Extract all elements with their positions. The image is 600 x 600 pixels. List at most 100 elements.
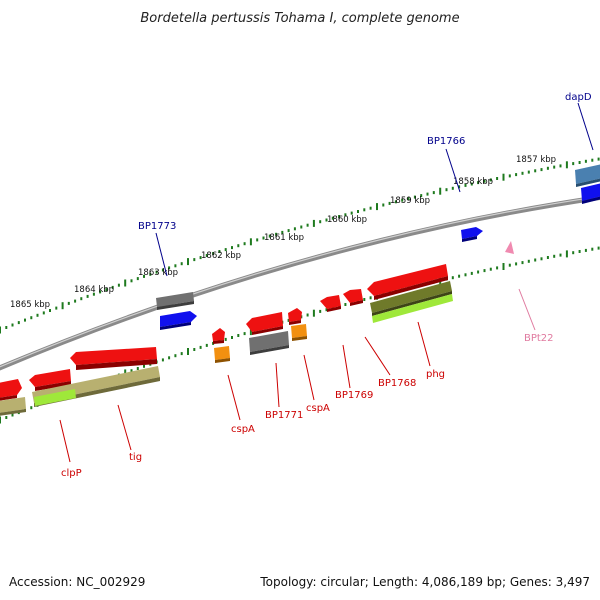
upper-scale-minor-tick bbox=[161, 268, 164, 272]
upper-scale-minor-tick bbox=[515, 173, 518, 177]
upper-scale-minor-tick bbox=[426, 192, 429, 196]
upper-scale-minor-tick bbox=[464, 183, 467, 187]
upper-scale-minor-tick bbox=[521, 171, 524, 175]
upper-scale-minor-tick bbox=[331, 216, 334, 220]
upper-scale-minor-tick bbox=[199, 256, 202, 260]
feature-clpP-left[interactable] bbox=[0, 379, 22, 401]
lower-scale-minor-tick bbox=[578, 250, 581, 253]
gene-label-BP1768: BP1768 bbox=[378, 378, 416, 389]
upper-scale-minor-tick bbox=[17, 321, 20, 325]
upper-scale-minor-tick bbox=[5, 326, 8, 329]
upper-scale-minor-tick bbox=[55, 306, 58, 310]
lower-scale-minor-tick bbox=[527, 259, 530, 263]
upper-scale-minor-tick bbox=[117, 283, 120, 287]
gene-label-tig: tig bbox=[129, 452, 142, 463]
lower-scale-minor-tick bbox=[5, 416, 8, 419]
lower-scale-minor-tick bbox=[130, 369, 133, 373]
upper-scale-minor-tick bbox=[325, 218, 328, 222]
upper-scale-minor-tick bbox=[451, 186, 454, 190]
lower-scale-major-tick bbox=[565, 250, 568, 258]
lower-scale-minor-tick bbox=[483, 269, 486, 273]
lower-scale-minor-tick bbox=[306, 313, 309, 317]
upper-scale-minor-tick bbox=[111, 285, 114, 289]
gene-label-BP1769: BP1769 bbox=[335, 390, 373, 401]
upper-scale-minor-tick bbox=[338, 215, 341, 218]
lower-scale-minor-tick bbox=[451, 276, 454, 280]
feature-clpP-lime[interactable] bbox=[34, 389, 76, 406]
feature-BPt22[interactable] bbox=[505, 241, 514, 254]
upper-scale-major-tick bbox=[439, 187, 442, 195]
upper-scale-minor-tick bbox=[243, 242, 246, 246]
lower-scale-minor-tick bbox=[174, 354, 177, 358]
gene-label-BP1771: BP1771 bbox=[265, 410, 303, 421]
feature-cspA-2-orange[interactable] bbox=[291, 324, 307, 341]
feature-dapD[interactable] bbox=[581, 183, 600, 204]
lower-scale-major-tick bbox=[502, 263, 505, 270]
upper-scale-minor-tick bbox=[86, 294, 89, 298]
scale-label-1865: 1865 kbp bbox=[10, 300, 50, 310]
upper-scale-minor-tick bbox=[489, 178, 492, 182]
lower-scale-minor-tick bbox=[224, 337, 227, 341]
lower-scale-minor-tick bbox=[287, 318, 290, 322]
feature-BP1766[interactable] bbox=[461, 227, 483, 242]
upper-scale-minor-tick bbox=[540, 168, 543, 172]
upper-scale-minor-tick bbox=[432, 191, 435, 195]
genome-backbone bbox=[0, 194, 600, 371]
upper-scale-minor-tick bbox=[174, 264, 177, 268]
feature-BP1771[interactable] bbox=[246, 312, 283, 335]
upper-scale-minor-tick bbox=[578, 161, 581, 164]
lower-scale-major-tick bbox=[0, 416, 1, 424]
upper-scale-minor-tick bbox=[306, 223, 309, 227]
feature-BP1773-gray[interactable] bbox=[156, 292, 194, 310]
feature-BP1768[interactable] bbox=[343, 289, 363, 306]
feature-BP1769[interactable] bbox=[320, 295, 341, 312]
feature-phg-lime[interactable] bbox=[372, 294, 453, 323]
upper-scale-minor-tick bbox=[149, 272, 152, 276]
upper-scale-minor-tick bbox=[388, 201, 391, 205]
upper-scale-minor-tick bbox=[136, 277, 139, 281]
gene-label-BP1766: BP1766 bbox=[427, 136, 465, 147]
upper-scale-minor-tick bbox=[224, 248, 227, 252]
upper-scale-minor-tick bbox=[420, 194, 423, 198]
feature-cspA-1-orange[interactable] bbox=[214, 346, 230, 363]
upper-scale-minor-tick bbox=[357, 210, 359, 213]
upper-scale-minor-tick bbox=[394, 200, 397, 204]
upper-scale-minor-tick bbox=[546, 166, 549, 170]
lower-scale-minor-tick bbox=[477, 270, 480, 274]
scale-label-1858: 1858 kbp bbox=[453, 177, 493, 187]
lower-scale-major-tick bbox=[249, 328, 252, 336]
upper-scale-minor-tick bbox=[445, 188, 448, 192]
upper-scale-major-tick bbox=[502, 173, 505, 181]
scale-label-1859: 1859 kbp bbox=[390, 196, 430, 206]
gene-label-cspA-1: cspA bbox=[231, 424, 255, 435]
upper-scale-minor-tick bbox=[483, 179, 486, 183]
feature-tig[interactable] bbox=[70, 347, 157, 370]
feature-BP1773[interactable] bbox=[160, 311, 197, 330]
upper-scale-minor-tick bbox=[99, 290, 102, 294]
lower-scale-minor-tick bbox=[319, 309, 322, 313]
upper-scale-minor-tick bbox=[363, 208, 366, 212]
map-title: Bordetella pertussis Tohama I, complete … bbox=[140, 11, 459, 26]
feature-clpP-olive[interactable] bbox=[0, 397, 26, 416]
gene-label-BPt22: BPt22 bbox=[524, 333, 554, 344]
lower-scale-minor-tick bbox=[559, 253, 562, 257]
feature-phg[interactable] bbox=[367, 264, 448, 300]
upper-scale-minor-tick bbox=[319, 220, 322, 224]
upper-scale-major-tick bbox=[376, 203, 378, 211]
feature-clpP[interactable] bbox=[29, 369, 71, 391]
scale-label-1861: 1861 kbp bbox=[264, 233, 304, 243]
feature-phg-olive[interactable] bbox=[370, 281, 452, 316]
feature-cspA-2[interactable] bbox=[288, 308, 302, 325]
lower-scale-minor-tick bbox=[30, 406, 33, 410]
feature-BP1771-gray[interactable] bbox=[249, 331, 289, 355]
upper-scale-minor-tick bbox=[74, 299, 77, 303]
lower-scale-minor-tick bbox=[325, 308, 328, 312]
upper-scale-minor-tick bbox=[231, 246, 233, 250]
accession-text: Accession: NC_002929 bbox=[9, 575, 145, 589]
upper-scale-minor-tick bbox=[597, 157, 600, 161]
lower-scale-minor-tick bbox=[231, 336, 233, 339]
feature-dapD-steel[interactable] bbox=[575, 164, 600, 187]
upper-scale-minor-tick bbox=[268, 234, 271, 238]
lower-scale-minor-tick bbox=[143, 364, 145, 368]
feature-cspA-1[interactable] bbox=[212, 328, 225, 344]
